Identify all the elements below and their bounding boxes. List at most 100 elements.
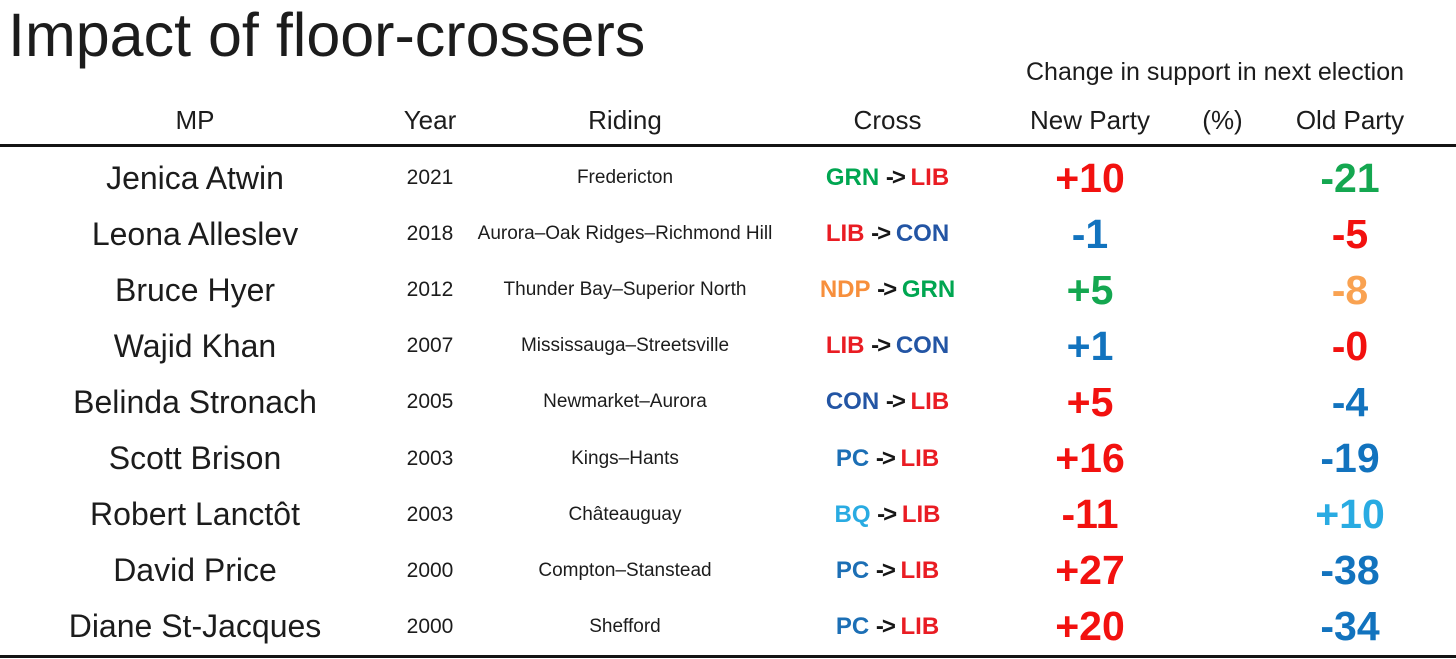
year: 2007 — [406, 334, 454, 358]
mp-name: Jenica Atwin — [106, 159, 284, 196]
mp-name: Wajid Khan — [113, 327, 277, 364]
new-party-code: CON — [895, 220, 950, 248]
riding: Compton–Stanstead — [538, 559, 712, 581]
old-party-code: PC — [835, 444, 870, 472]
cross: PC -> LIB — [780, 613, 995, 641]
mp-name: Diane St-Jacques — [68, 608, 322, 645]
new-party-change: -11 — [1061, 491, 1119, 538]
old-party-code: CON — [825, 388, 880, 416]
old-party-change: -38 — [1320, 547, 1380, 594]
riding: Fredericton — [576, 167, 674, 189]
old-party-code: LIB — [825, 220, 865, 248]
year: 2000 — [406, 558, 454, 582]
cross: LIB -> CON — [780, 332, 995, 360]
table-row: Jenica Atwin 2021 Fredericton GRN -> LIB +10… — [0, 150, 1440, 206]
cross-arrow: -> — [871, 612, 899, 640]
table-row: Scott Brison 2003 Kings–Hants PC -> LIB +16 -… — [0, 431, 1440, 487]
cross-arrow: -> — [866, 220, 894, 248]
column-header-riding: Riding — [588, 105, 662, 135]
riding: Mississauga–Streetsville — [520, 335, 730, 357]
mp-name: Leona Alleslev — [91, 215, 299, 252]
table-header: Impact of floor-crossers Change in suppo… — [0, 0, 1456, 147]
new-party-change: +5 — [1066, 266, 1114, 313]
column-header-year: Year — [403, 105, 457, 135]
new-party-code: LIB — [901, 500, 941, 528]
new-party-code: LIB — [910, 164, 950, 192]
new-party-code: CON — [895, 332, 950, 360]
table-row: David Price 2000 Compton–Stanstead PC -> LI… — [0, 543, 1440, 599]
riding: Kings–Hants — [571, 447, 679, 469]
old-party-change: +10 — [1315, 491, 1385, 538]
riding: Thunder Bay–Superior North — [503, 279, 747, 301]
year: 2003 — [406, 446, 454, 470]
year: 2005 — [406, 390, 454, 414]
year: 2021 — [406, 166, 454, 190]
new-party-code: LIB — [900, 612, 940, 640]
table-row: Diane St-Jacques 2000 Shefford PC -> LIB +20… — [0, 599, 1440, 655]
riding: Newmarket–Aurora — [543, 391, 707, 413]
column-header-row: MP Year Riding Cross New Party (%) Old P… — [0, 105, 1440, 136]
new-party-code: GRN — [901, 276, 956, 304]
old-party-change: -5 — [1331, 210, 1369, 257]
old-party-code: GRN — [825, 164, 880, 192]
new-party-change: +27 — [1055, 547, 1125, 594]
cross-arrow: -> — [881, 388, 909, 416]
new-party-change: +20 — [1055, 603, 1125, 650]
old-party-change: -4 — [1331, 378, 1369, 425]
old-party-change: -0 — [1331, 322, 1369, 369]
old-party-code: PC — [835, 556, 870, 584]
year: 2003 — [406, 502, 454, 526]
old-party-change: -34 — [1320, 603, 1380, 650]
table-row: Robert Lanctôt 2003 Châteauguay BQ -> LIB -1… — [0, 487, 1440, 543]
column-header-old-party: Old Party — [1295, 105, 1405, 135]
group-header-change-in-support: Change in support in next election — [1025, 58, 1405, 86]
table-row: Wajid Khan 2007 Mississauga–Streetsville LI… — [0, 318, 1440, 374]
column-header-cross: Cross — [853, 105, 922, 135]
old-party-change: -8 — [1331, 266, 1369, 313]
cross-arrow: -> — [872, 500, 900, 528]
column-header-new-party: New Party — [1030, 105, 1150, 135]
riding: Châteauguay — [568, 503, 682, 525]
old-party-code: BQ — [834, 500, 871, 528]
cross-arrow: -> — [871, 444, 899, 472]
mp-name: David Price — [113, 552, 277, 589]
cross-arrow: -> — [881, 164, 909, 192]
table-body: Jenica Atwin 2021 Fredericton GRN -> LIB +10… — [0, 150, 1456, 655]
cross-arrow: -> — [866, 332, 894, 360]
old-party-change: -21 — [1320, 154, 1380, 201]
year: 2012 — [406, 278, 454, 302]
year: 2000 — [406, 614, 454, 638]
bottom-divider — [0, 655, 1456, 658]
cross: BQ -> LIB — [780, 501, 995, 529]
mp-name: Robert Lanctôt — [90, 496, 300, 533]
mp-name: Scott Brison — [108, 440, 282, 477]
new-party-change: -1 — [1071, 210, 1109, 257]
table-row: Belinda Stronach 2005 Newmarket–Aurora CON … — [0, 374, 1440, 430]
old-party-change: -19 — [1320, 435, 1380, 482]
new-party-code: LIB — [910, 388, 950, 416]
new-party-change: +1 — [1066, 322, 1114, 369]
cross: PC -> LIB — [780, 557, 995, 585]
new-party-change: +16 — [1055, 435, 1125, 482]
cross-arrow: -> — [871, 556, 899, 584]
cross: GRN -> LIB — [780, 164, 995, 192]
cross: NDP -> GRN — [780, 276, 995, 304]
old-party-code: LIB — [825, 332, 865, 360]
cross: CON -> LIB — [780, 388, 995, 416]
table-row: Bruce Hyer 2012 Thunder Bay–Superior North… — [0, 262, 1440, 318]
cross-arrow: -> — [872, 276, 900, 304]
cross: LIB -> CON — [780, 220, 995, 248]
riding: Aurora–Oak Ridges–Richmond Hill — [477, 223, 773, 245]
new-party-code: LIB — [900, 444, 940, 472]
table-row: Leona Alleslev 2018 Aurora–Oak Ridges–Rich… — [0, 206, 1440, 262]
new-party-code: LIB — [900, 556, 940, 584]
column-header-percent: (%) — [1202, 105, 1243, 135]
old-party-code: NDP — [819, 276, 871, 304]
mp-name: Bruce Hyer — [114, 271, 276, 308]
old-party-code: PC — [835, 612, 870, 640]
cross: PC -> LIB — [780, 445, 995, 473]
new-party-change: +5 — [1066, 378, 1114, 425]
mp-name: Belinda Stronach — [73, 383, 317, 420]
new-party-change: +10 — [1055, 154, 1125, 201]
